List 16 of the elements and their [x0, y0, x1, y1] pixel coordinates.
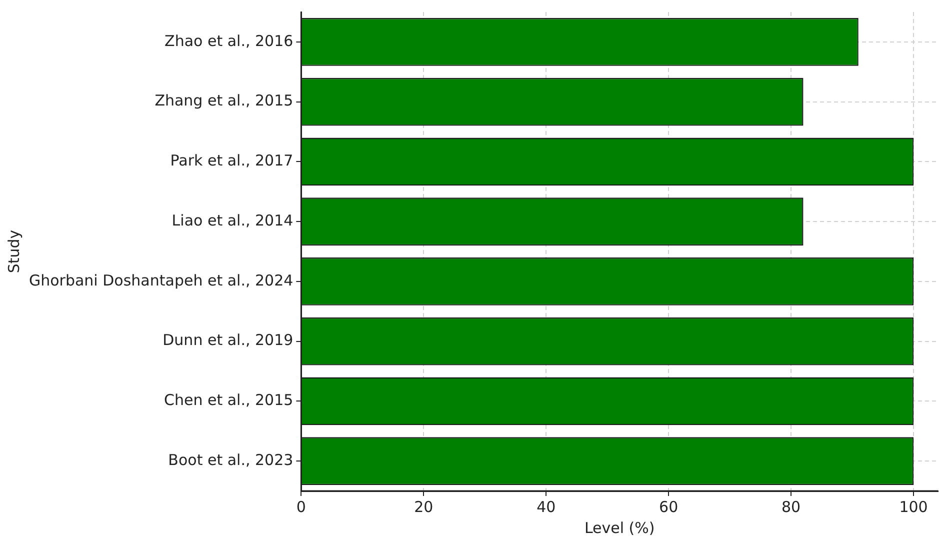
- y-tick-label: Boot et al., 2023: [168, 450, 294, 469]
- y-axis-title: Study: [4, 230, 23, 274]
- y-tick-label: Park et al., 2017: [170, 152, 294, 170]
- y-tick-label: Zhao et al., 2016: [164, 32, 294, 50]
- y-tick-label: Zhang et al., 2015: [154, 92, 294, 110]
- x-axis-title: Level (%): [584, 518, 655, 537]
- x-tick-label: 20: [414, 498, 434, 516]
- x-tick-label: 100: [899, 498, 928, 516]
- x-tick-label: 60: [659, 498, 678, 516]
- x-tick-label: 40: [536, 498, 556, 516]
- y-tick-label: Chen et al., 2015: [164, 391, 294, 410]
- x-tick-label: 80: [781, 498, 801, 516]
- y-tick-label: Liao et al., 2014: [172, 211, 294, 230]
- y-tick-label: Ghorbani Doshantapeh et al., 2024: [28, 271, 294, 290]
- y-tick-label: Dunn et al., 2019: [162, 331, 294, 350]
- x-tick-label: 0: [296, 498, 306, 516]
